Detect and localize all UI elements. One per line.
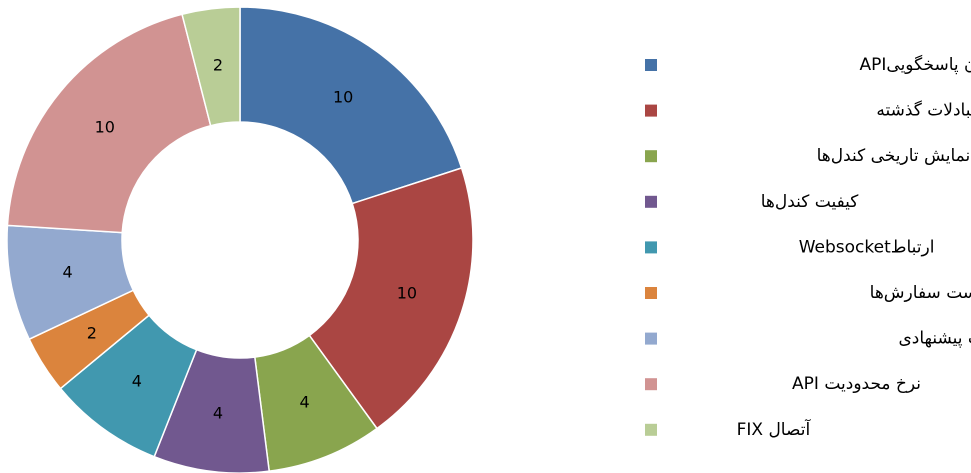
legend-swatch <box>645 150 657 163</box>
legend-label: بیشترین لول سفارشات پیشنهادی <box>898 329 971 349</box>
data-label: 10 <box>95 118 115 137</box>
legend-label: آتصال FIX <box>737 418 812 440</box>
legend-label: جست‌وجوی در مبادلات گذشته <box>876 100 971 121</box>
data-label: 4 <box>300 393 310 412</box>
data-label: 4 <box>63 262 73 281</box>
legend-swatch <box>645 378 657 391</box>
data-label: 4 <box>213 404 223 423</box>
data-label: 2 <box>87 324 97 343</box>
slice <box>6 13 212 234</box>
legend-label: نمایش تاریخی کندل‌ها <box>817 146 971 166</box>
legend-label: کیفیت کندل‌ها <box>761 192 860 212</box>
legend-swatch <box>645 195 657 208</box>
slice <box>239 6 463 205</box>
slice <box>181 6 241 127</box>
slice <box>308 167 474 430</box>
legend-swatch <box>645 241 657 254</box>
legend-label: ارتباطWebsocket <box>799 237 935 257</box>
data-label: 10 <box>397 284 417 303</box>
legend-swatch <box>645 59 657 71</box>
data-label: 4 <box>132 371 142 390</box>
legend-label: میانگین زمان پاسخگوییAPI <box>860 54 971 75</box>
legend-label: ارائه شفاف لیست سفارش‌ها <box>870 283 971 303</box>
data-label: 2 <box>213 55 223 74</box>
data-label: 10 <box>333 88 353 107</box>
legend-swatch <box>645 287 657 299</box>
legend-swatch <box>645 332 657 345</box>
legend-swatch <box>645 104 657 117</box>
legend-label: نرخ محدودیت API <box>792 374 921 394</box>
legend-swatch <box>645 423 657 436</box>
